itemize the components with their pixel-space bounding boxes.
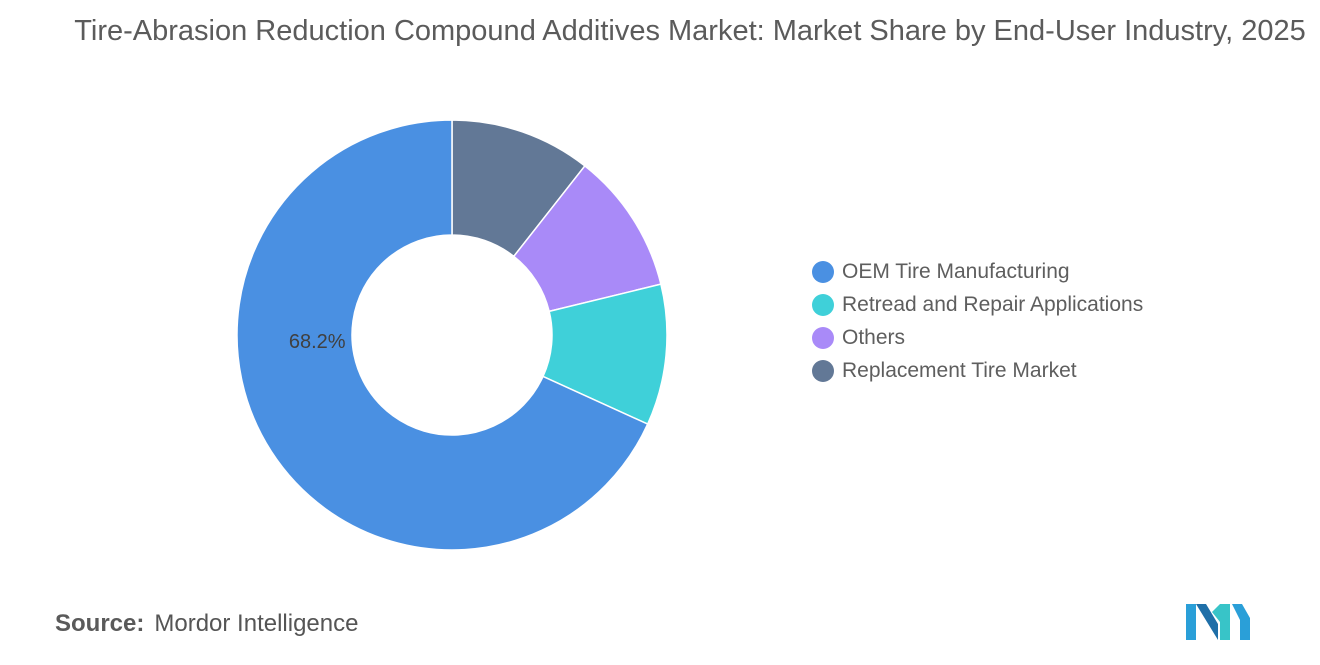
legend: OEM Tire Manufacturing Retread and Repai… [812, 255, 1143, 387]
slices-group [236, 119, 668, 551]
legend-label: Replacement Tire Market [842, 358, 1077, 382]
legend-item-others: Others [812, 321, 1143, 354]
source-note: Source: Mordor Intelligence [55, 610, 358, 638]
legend-swatch [812, 260, 834, 283]
legend-label: Retread and Repair Applications [842, 292, 1144, 316]
legend-label: Others [842, 325, 906, 349]
labels-group: 68.2% [289, 331, 346, 353]
chart-title: Tire-Abrasion Reduction Compound Additiv… [74, 15, 1306, 47]
legend-item-replacement: Replacement Tire Market [812, 354, 1143, 387]
legend-item-oem: OEM Tire Manufacturing [812, 255, 1143, 288]
slice-oem [236, 119, 649, 551]
source-label: Source: [55, 610, 145, 637]
legend-swatch [812, 326, 834, 349]
legend-swatch [812, 293, 834, 316]
legend-swatch [812, 359, 834, 382]
legend-item-retread: Retread and Repair Applications [812, 288, 1143, 321]
mordor-intelligence-logo-icon [1186, 604, 1250, 640]
source-value: Mordor Intelligence [154, 610, 359, 637]
data-label-oem: 68.2% [289, 331, 346, 353]
legend-label: OEM Tire Manufacturing [842, 259, 1070, 283]
